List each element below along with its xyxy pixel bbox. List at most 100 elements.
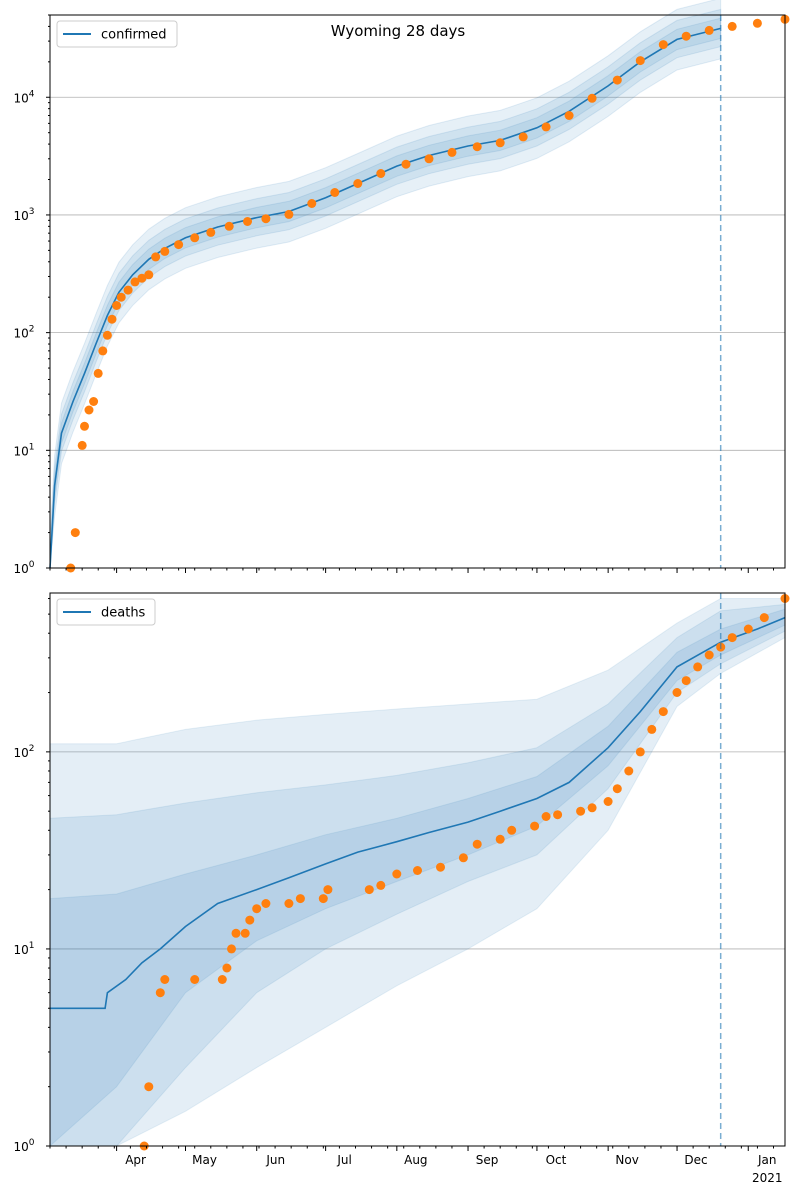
x-tick-label: Jul	[336, 1153, 351, 1167]
deaths-axes-frame	[49, 592, 786, 1147]
observed-point	[647, 724, 657, 734]
y-tick-label: 103	[13, 207, 34, 223]
observed-point	[295, 894, 305, 904]
observed-point	[160, 246, 170, 256]
x-tick-label: Sep	[476, 1153, 499, 1167]
observed-point	[107, 314, 117, 324]
observed-point	[102, 330, 112, 340]
observed-point	[624, 766, 634, 776]
x-tick-label: Oct	[546, 1153, 567, 1167]
observed-point	[323, 885, 333, 895]
observed-point	[243, 217, 252, 226]
observed-point	[392, 869, 402, 879]
observed-point	[681, 31, 691, 41]
observed-point	[495, 834, 505, 844]
observed-point	[318, 894, 328, 904]
confirmed-y-axis: 100 101 102 103 104	[13, 14, 50, 576]
observed-point	[364, 885, 374, 895]
observed-point	[144, 1082, 154, 1092]
observed-point	[217, 975, 227, 984]
observed-point	[576, 806, 586, 816]
observed-point	[413, 866, 422, 875]
confirmed-axes-frame	[49, 14, 786, 569]
observed-point	[353, 179, 363, 188]
observed-point	[401, 159, 411, 169]
deaths-panel: 100 101 102 Apr May Jun Jul Aug Sep Oct Nov Dec Jan…	[13, 592, 790, 1185]
x-tick-label: May	[192, 1153, 217, 1167]
observed-point	[553, 810, 563, 820]
observed-point	[472, 142, 482, 152]
observed-point	[541, 122, 551, 132]
observed-point	[245, 915, 255, 925]
y-tick-label: 104	[13, 89, 34, 105]
observed-point	[77, 440, 87, 450]
observed-point	[261, 214, 271, 224]
observed-point	[424, 154, 434, 164]
observed-point	[224, 221, 234, 231]
observed-point	[261, 899, 271, 908]
observed-point	[123, 285, 133, 295]
observed-point	[206, 227, 216, 237]
x-tick-label: Apr	[125, 1153, 146, 1167]
y-tick-label: 100	[13, 1138, 34, 1154]
observed-point	[376, 169, 386, 178]
observed-point	[727, 21, 737, 31]
observed-point	[752, 18, 762, 28]
confirmed-gridlines	[50, 96, 785, 451]
observed-point	[151, 252, 161, 262]
uncertainty-band-2	[49, 603, 786, 1147]
observed-point	[635, 56, 645, 66]
confirmed-legend-label: confirmed	[101, 28, 167, 43]
x-tick-label: Jun	[265, 1153, 285, 1167]
observed-point	[681, 676, 691, 686]
deaths-observed-points	[139, 594, 790, 1151]
observed-point	[284, 209, 294, 219]
observed-point	[93, 368, 103, 378]
observed-point	[635, 747, 645, 757]
observed-point	[137, 273, 147, 283]
observed-point	[130, 277, 140, 287]
observed-point	[495, 138, 505, 148]
x-tick-label: Jan	[757, 1153, 777, 1167]
observed-point	[704, 25, 714, 35]
observed-point	[564, 111, 574, 120]
observed-point	[284, 899, 294, 908]
observed-point	[727, 633, 737, 643]
observed-point	[603, 797, 613, 806]
observed-point	[240, 928, 250, 938]
deaths-legend-label: deaths	[101, 606, 146, 621]
confirmed-uncertainty-bands	[49, 0, 722, 569]
observed-point	[222, 963, 232, 973]
observed-point	[307, 199, 317, 208]
confirmed-panel: 100 101 102 103 104 confirmed	[13, 0, 790, 576]
observed-point	[116, 292, 126, 302]
model-line	[50, 616, 786, 1010]
observed-point	[587, 93, 597, 103]
confirmed-legend: confirmed	[56, 20, 178, 48]
observed-point	[227, 944, 236, 954]
y-tick-label: 100	[13, 560, 34, 576]
observed-point	[658, 40, 668, 50]
observed-point	[70, 528, 80, 538]
observed-point	[98, 346, 108, 356]
deaths-y-axis: 100 101 102	[13, 598, 50, 1154]
observed-point	[530, 821, 540, 831]
observed-point	[376, 880, 386, 890]
y-tick-label: 102	[13, 744, 34, 760]
observed-point	[612, 75, 622, 85]
observed-point	[541, 812, 551, 821]
observed-point	[518, 132, 528, 142]
model-line	[49, 27, 721, 569]
observed-point	[330, 188, 340, 197]
observed-point	[84, 405, 94, 415]
observed-point	[693, 662, 703, 672]
observed-point	[190, 233, 200, 243]
observed-point	[759, 613, 769, 623]
y-tick-label: 101	[13, 941, 34, 957]
x-year-label: 2021	[752, 1171, 783, 1185]
observed-point	[472, 839, 482, 849]
y-tick-label: 102	[13, 325, 34, 341]
x-tick-label: Dec	[684, 1153, 707, 1167]
observed-point	[112, 301, 122, 310]
